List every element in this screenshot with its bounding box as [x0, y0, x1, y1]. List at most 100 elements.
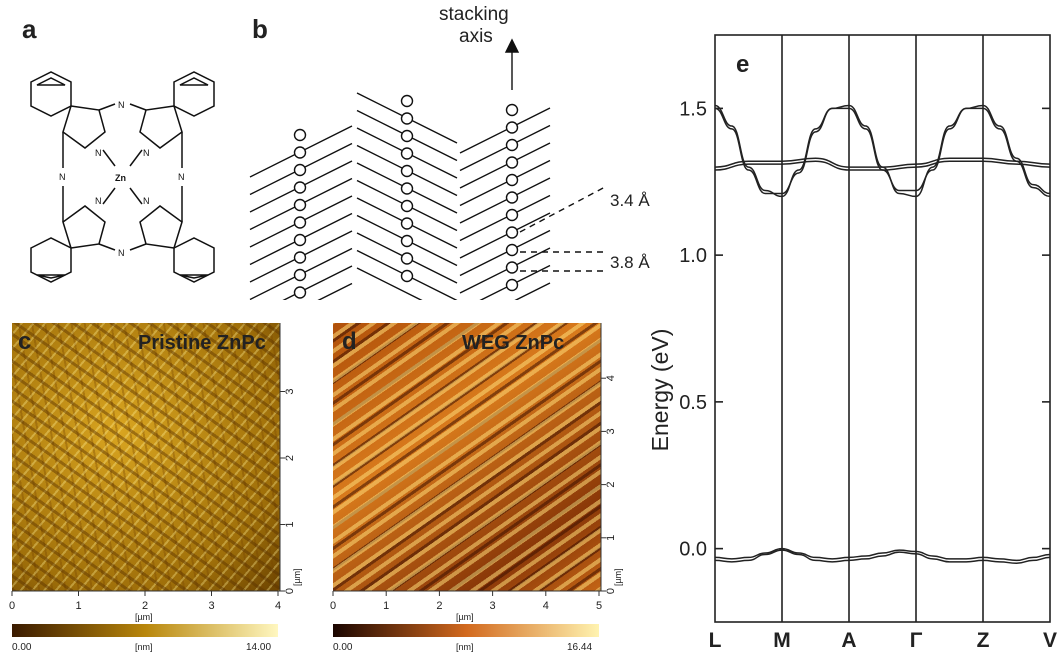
- zn-atom-circle: [293, 198, 307, 212]
- spacing-label: 3.8 Å: [610, 253, 650, 272]
- panel-c-label: c: [18, 328, 32, 355]
- zn-atom-circle: [400, 129, 414, 143]
- zn-atom-circle: [505, 226, 519, 239]
- x-tick-label: M: [773, 629, 791, 652]
- zn-atom-circle: [400, 217, 414, 230]
- x-tick-label: L: [709, 629, 722, 652]
- y-tick-label: 4: [605, 375, 617, 381]
- plot-frame: [714, 34, 1051, 623]
- zn-atom-circle: [400, 269, 414, 283]
- zn-atom-circle: [293, 146, 307, 159]
- band-curve: [714, 104, 1051, 198]
- panel-c-title: Pristine ZnPc: [138, 332, 266, 354]
- arrow-head-icon: [504, 38, 520, 53]
- zn-atom-circle: [293, 233, 307, 247]
- nitrogen-label: N: [178, 172, 185, 182]
- zn-atom-circle: [400, 199, 414, 213]
- molecule-plane-line: [459, 177, 551, 224]
- afm-image-pristine: [12, 323, 280, 591]
- zn-atom-circle: [505, 261, 519, 274]
- band-curve: [714, 547, 1051, 562]
- x-tick-label: Γ: [910, 629, 923, 652]
- y-tick-label: 1: [284, 521, 296, 527]
- zn-atom-circle: [505, 103, 519, 117]
- y-tick-label: 0.0: [679, 539, 707, 561]
- y-tick-label: 3: [284, 388, 296, 394]
- molecule-plane-line: [356, 267, 423, 300]
- nitrogen-label: N: [118, 100, 125, 110]
- x-tick-label: A: [841, 629, 856, 652]
- y-tick-label: 2: [284, 455, 296, 461]
- x-tick-label: 1: [383, 600, 389, 612]
- zn-atom-circle: [293, 268, 307, 282]
- stacking-axis-label: stacking: [439, 4, 509, 25]
- nitrogen-label: N: [59, 172, 66, 182]
- y-tick-label: 0: [284, 588, 296, 594]
- zn-atom-circle: [505, 121, 519, 134]
- nitrogen-label: N: [118, 248, 125, 258]
- colorbar-unit: [nm]: [135, 642, 153, 652]
- x-tick-label: 4: [543, 600, 549, 612]
- x-tick-label: 2: [436, 600, 442, 612]
- molecule-plane-line: [459, 159, 551, 207]
- y-axis-label: Energy (eV): [647, 329, 673, 452]
- molecule-plane-line: [459, 124, 551, 172]
- zn-atom-circle: [293, 128, 307, 142]
- zn-atom-circle: [505, 173, 519, 187]
- y-axis-unit: [µm]: [613, 568, 623, 586]
- y-tick-label: 1.5: [679, 98, 707, 120]
- colorbar-weg: [333, 624, 599, 637]
- band-structure-chart: L M A Γ Z V 0.0 0.5 1.0 1.5 e Energy (eV): [647, 34, 1057, 652]
- y-tick-label: 0.5: [679, 392, 707, 414]
- zn-atom-circle: [505, 191, 519, 204]
- band-curve: [714, 549, 1051, 565]
- colorbar-min: 0.00: [333, 642, 353, 652]
- zn-atom-circle: [505, 278, 519, 292]
- nitrogen-label: N: [143, 196, 150, 206]
- zinc-atom-label: Zn: [115, 173, 126, 183]
- zn-atom-circle: [293, 181, 307, 194]
- zn-atom-circle: [505, 138, 519, 152]
- zn-atom-circle: [400, 252, 414, 265]
- panel-a-label: a: [22, 14, 37, 44]
- zn-atom-circle: [505, 156, 519, 169]
- colorbar-pristine: [12, 624, 278, 637]
- colorbar-max: 14.00: [246, 642, 271, 652]
- x-axis-unit: [µm]: [456, 612, 474, 622]
- band-curve: [714, 107, 1051, 198]
- colorbar-min: 0.00: [12, 642, 32, 652]
- y-tick-label: 3: [605, 428, 617, 434]
- znpc-molecule-diagram: N N N N N N N N Zn: [30, 71, 215, 283]
- molecule-plane-line: [459, 142, 551, 189]
- molecule-plane-line: [317, 282, 353, 300]
- zn-atom-circle: [505, 243, 519, 257]
- zn-atom-circle: [293, 251, 307, 264]
- molecule-plane-line: [514, 282, 551, 300]
- x-tick-label: 5: [596, 600, 602, 612]
- spacing-label: 3.4 Å: [610, 191, 650, 210]
- panel-b-label: b: [252, 14, 268, 44]
- zn-atom-circle: [293, 286, 307, 299]
- y-tick-label: 1.0: [679, 245, 707, 267]
- afm-image-weg: [333, 323, 601, 591]
- stacking-diagram: stacking axis 3.4 Å 3.8 Å: [249, 4, 650, 300]
- x-tick-label: 3: [490, 600, 496, 612]
- y-tick-label: 2: [605, 482, 617, 488]
- molecule-plane-line: [459, 229, 551, 277]
- x-tick-label: V: [1043, 629, 1057, 652]
- zn-atom-circle: [400, 234, 414, 248]
- y-axis-unit: [µm]: [292, 568, 302, 586]
- x-tick-label: 0: [330, 600, 336, 612]
- panel-d-title: WEG ZnPc: [462, 332, 565, 354]
- colorbar-max: 16.44: [567, 642, 592, 652]
- panel-d-label: d: [342, 328, 357, 355]
- zn-atom-circle: [505, 208, 519, 222]
- x-axis-unit: [µm]: [135, 612, 153, 622]
- zn-atom-circle: [293, 216, 307, 229]
- band-curve: [714, 160, 1051, 171]
- x-tick-label: 1: [75, 600, 81, 612]
- molecule-plane-line: [459, 247, 551, 294]
- x-tick-label: 4: [275, 600, 281, 612]
- x-tick-label: 2: [142, 600, 148, 612]
